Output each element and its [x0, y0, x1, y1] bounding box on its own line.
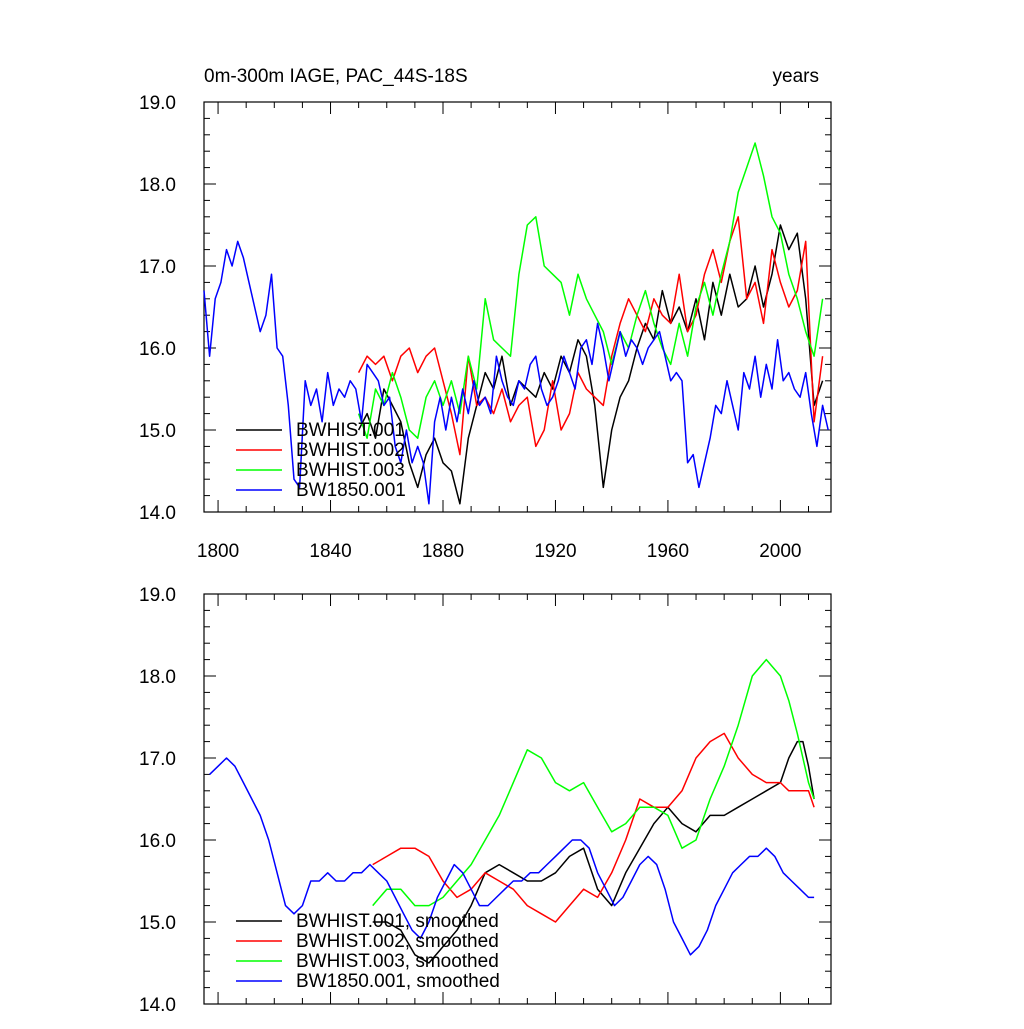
bottom-plot-frame — [203, 593, 832, 1005]
bottom-series-bw1850-001-smoothed — [209, 757, 815, 956]
top-series-bwhist-002 — [357, 216, 824, 456]
bottom-y-tick-label: 18.0 — [139, 667, 176, 688]
top-legend-label: BWHIST.001 — [296, 420, 405, 441]
top-panel: 0m-300m IAGE, PAC_44S-18S years 14.0 15.0… — [139, 66, 832, 562]
top-y-tick-label: 14.0 — [139, 503, 176, 524]
bottom-y-tick-label: 15.0 — [139, 913, 176, 934]
top-legend-label: BWHIST.002 — [296, 440, 405, 461]
top-x-tick-label: 1920 — [534, 541, 576, 562]
bottom-y-tick-label: 17.0 — [139, 749, 176, 770]
top-series-bw1850-001 — [203, 240, 829, 505]
top-y-tick-label: 19.0 — [139, 93, 176, 114]
top-x-tick-label: 1800 — [197, 541, 239, 562]
top-y-tick-label: 18.0 — [139, 175, 176, 196]
bottom-y-tick-label: 19.0 — [139, 585, 176, 606]
bottom-legend-label: BW1850.001, smoothed — [296, 971, 500, 992]
bottom-series-bwhist-001-smoothed — [372, 740, 815, 964]
top-legend-label: BW1850.001 — [296, 480, 406, 501]
top-y-tick-label: 16.0 — [139, 339, 176, 360]
top-x-tick-label: 1840 — [309, 541, 351, 562]
bottom-legend-label: BWHIST.003, smoothed — [296, 951, 499, 972]
top-y-tick-label: 15.0 — [139, 421, 176, 442]
top-chart-title: 0m-300m IAGE, PAC_44S-18S — [204, 66, 468, 87]
top-series-bwhist-001 — [357, 224, 824, 505]
bottom-legend-label: BWHIST.002, smoothed — [296, 931, 499, 952]
top-x-tick-label: 2000 — [759, 541, 801, 562]
bottom-y-tick-label: 16.0 — [139, 831, 176, 852]
bottom-series-bwhist-003-smoothed — [372, 658, 815, 907]
bottom-panel: 14.0 15.0 16.0 17.0 18.0 19.0 BWHIST.001, smoo… — [139, 585, 832, 1016]
top-plot-frame — [203, 101, 832, 513]
top-x-tick-label: 1880 — [422, 541, 464, 562]
top-y-tick-label: 17.0 — [139, 257, 176, 278]
top-legend-label: BWHIST.003 — [296, 460, 405, 481]
top-series-bwhist-003 — [357, 142, 824, 439]
bottom-legend-label: BWHIST.001, smoothed — [296, 911, 499, 932]
bottom-y-tick-label: 14.0 — [139, 995, 176, 1016]
bottom-series-bwhist-002-smoothed — [372, 732, 815, 923]
top-chart-units: years — [773, 66, 819, 87]
top-x-tick-label: 1960 — [647, 541, 689, 562]
